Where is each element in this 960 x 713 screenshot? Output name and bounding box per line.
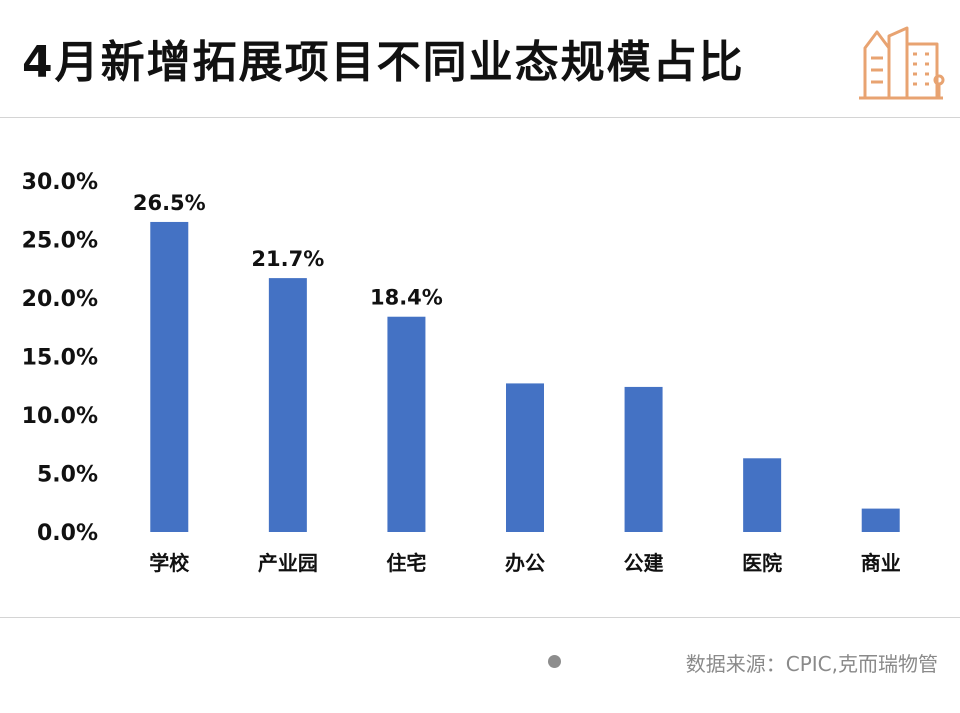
x-tick-label: 办公	[505, 551, 545, 575]
y-tick-label: 15.0%	[22, 346, 98, 371]
bar-0	[150, 221, 189, 532]
bar-4	[624, 386, 663, 532]
y-tick-label: 10.0%	[22, 404, 98, 429]
bar-3	[506, 383, 544, 532]
y-tick-label: 0.0%	[37, 521, 98, 546]
chart-title: 4月新增拓展项目不同业态规模占比	[22, 37, 745, 88]
x-tick-label: 产业园	[258, 551, 318, 575]
x-tick-label: 商业	[861, 551, 901, 575]
bar-5	[743, 458, 782, 532]
bar-chart: 0.0% 5.0% 10.0% 15.0% 20.0% 25.0% 30.0% 26.5% 2…	[22, 170, 901, 575]
bar-6	[861, 508, 900, 532]
bar-2	[387, 316, 426, 532]
y-tick-label: 20.0%	[22, 287, 98, 312]
x-tick-label: 公建	[624, 551, 664, 575]
x-tick-label: 住宅	[386, 551, 426, 575]
footer-divider	[0, 617, 960, 618]
buildings-icon	[855, 14, 947, 110]
bar-1	[268, 278, 307, 532]
y-tick-label: 30.0%	[22, 170, 98, 195]
y-tick-label: 5.0%	[37, 463, 98, 488]
y-tick-label: 25.0%	[22, 229, 98, 254]
x-tick-label: 医院	[742, 551, 782, 575]
data-label: 21.7%	[251, 247, 324, 271]
bullet-dot	[548, 655, 561, 668]
x-tick-label: 学校	[149, 551, 190, 575]
source-note: 数据来源：CPIC,克而瑞物管	[685, 652, 938, 676]
data-label: 26.5%	[133, 191, 206, 215]
title-divider	[0, 117, 960, 118]
data-label: 18.4%	[370, 286, 443, 310]
